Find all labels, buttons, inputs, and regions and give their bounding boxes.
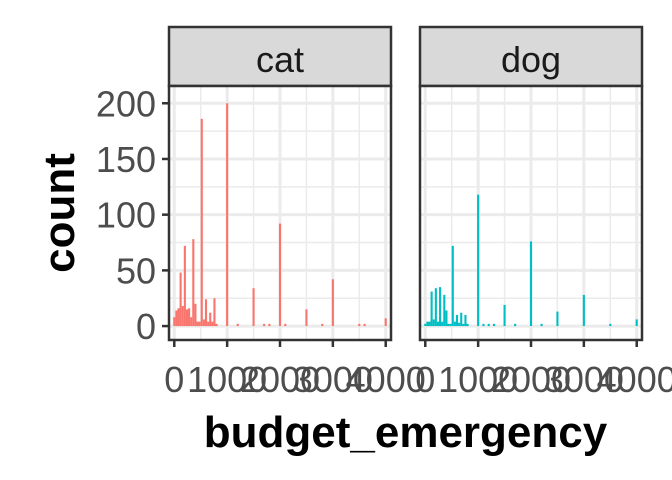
histogram-bar-cat xyxy=(305,309,308,327)
histogram-bar-dog xyxy=(458,322,461,327)
histogram-bar-cat xyxy=(321,323,324,327)
x-axis-title: budget_emergency xyxy=(204,408,608,457)
x-tick-label: 3000 xyxy=(544,359,624,400)
histogram-bar-cat xyxy=(252,288,255,327)
histogram-bar-dog xyxy=(447,323,450,327)
histogram-bar-dog xyxy=(445,310,448,327)
histogram-bar-cat xyxy=(190,317,193,327)
histogram-bar-dog xyxy=(428,321,431,327)
histogram-bar-cat xyxy=(181,306,184,327)
histogram-bar-dog xyxy=(451,245,454,327)
histogram-bar-cat xyxy=(173,317,176,327)
histogram-bar-dog xyxy=(439,287,442,327)
histogram-bar-dog xyxy=(449,323,452,327)
histogram-bar-cat xyxy=(278,223,282,327)
histogram-bar-dog xyxy=(464,314,467,327)
y-axis-title: count xyxy=(35,153,84,273)
histogram-bar-dog xyxy=(635,319,638,327)
y-tick-label: 0 xyxy=(136,306,156,347)
histogram-bar-cat xyxy=(185,309,189,327)
x-tick-label: 2000 xyxy=(491,359,571,400)
histogram-bar-cat xyxy=(215,323,218,327)
histogram-bar-dog xyxy=(434,288,437,327)
histogram-bar-cat xyxy=(263,323,266,327)
histogram-bar-dog xyxy=(460,312,463,327)
histogram-bar-dog xyxy=(556,311,559,327)
histogram-bar-dog xyxy=(609,323,612,327)
x-tick-label: 0 xyxy=(415,359,435,400)
histogram-bar-cat xyxy=(202,319,205,327)
x-tick-label: 4000 xyxy=(346,359,426,400)
histogram-bar-cat xyxy=(358,323,361,327)
histogram-bar-cat xyxy=(192,239,195,327)
histogram-bar-dog xyxy=(492,323,496,327)
x-tick-label: 1000 xyxy=(438,359,518,400)
y-tick-label: 200 xyxy=(96,83,156,124)
histogram-bar-dog xyxy=(443,294,446,327)
histogram-bar-cat xyxy=(200,118,203,327)
histogram-bar-cat xyxy=(284,323,287,327)
histogram-bar-dog xyxy=(426,321,429,327)
histogram-bar-dog xyxy=(455,314,459,327)
facet-strip-cat xyxy=(167,25,393,88)
histogram-bar-cat xyxy=(268,323,271,327)
x-tick-label: 3000 xyxy=(293,359,373,400)
histogram-bar-dog xyxy=(430,291,433,327)
histogram-bar-dog xyxy=(466,323,469,327)
histogram-bar-dog xyxy=(487,323,490,327)
histogram-bar-dog xyxy=(436,321,440,327)
x-tick-label: 1000 xyxy=(187,359,267,400)
histogram-bar-dog xyxy=(540,323,543,327)
histogram-bar-cat xyxy=(331,279,334,327)
histogram-bar-cat xyxy=(236,323,239,327)
histogram-bar-dog xyxy=(503,304,506,327)
histogram-bar-cat xyxy=(213,298,216,327)
histogram-bar-dog xyxy=(462,323,465,327)
histogram-bar-dog xyxy=(482,323,485,327)
histogram-bar-dog xyxy=(582,294,585,327)
histogram-bar-cat xyxy=(183,245,186,327)
histogram-bar-cat xyxy=(194,303,197,327)
histogram-bar-dog xyxy=(441,321,444,327)
histogram-bar-cat xyxy=(211,321,214,327)
histogram-bar-cat xyxy=(207,321,210,327)
histogram-bar-dog xyxy=(477,194,480,327)
histogram-bar-cat xyxy=(363,323,366,327)
histogram-bar-dog xyxy=(432,319,435,327)
histogram-bar-cat xyxy=(198,321,201,327)
y-tick-label: 150 xyxy=(96,139,156,180)
x-tick-label: 2000 xyxy=(240,359,320,400)
histogram-bar-cat xyxy=(175,310,178,327)
histogram-bar-cat xyxy=(196,321,199,327)
histogram-bar-cat xyxy=(209,312,212,327)
histogram-bar-cat xyxy=(384,318,387,327)
histogram-bar-dog xyxy=(424,323,427,327)
histogram-bar-dog xyxy=(453,321,456,327)
x-tick-label: 0 xyxy=(164,359,184,400)
histogram-bar-cat xyxy=(177,308,180,327)
facet-label-cat: cat xyxy=(256,39,304,80)
histogram-bar-cat xyxy=(204,299,208,327)
y-tick-label: 50 xyxy=(116,250,156,291)
histogram-bar-cat xyxy=(226,103,229,327)
histogram-bar-cat xyxy=(179,272,182,327)
x-tick-label: 4000 xyxy=(597,359,672,400)
histogram-bar-dog xyxy=(529,241,533,327)
histogram-bar-dog xyxy=(514,323,517,327)
y-tick-label: 100 xyxy=(96,195,156,236)
facet-label-dog: dog xyxy=(501,39,561,80)
histogram-bar-cat xyxy=(188,308,191,327)
